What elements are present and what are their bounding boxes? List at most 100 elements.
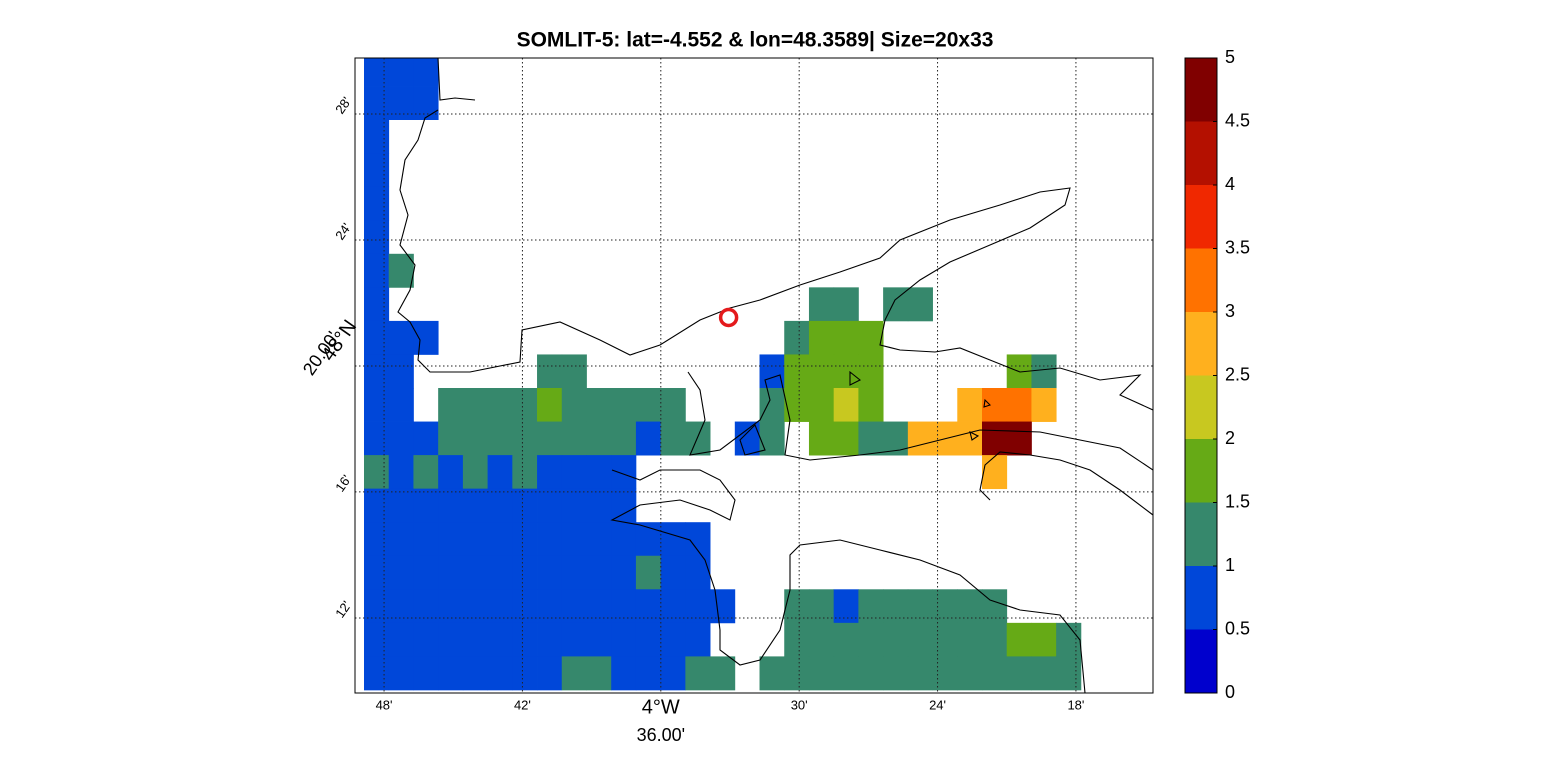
heatmap-cell [858, 354, 884, 389]
heatmap-cell [537, 555, 563, 590]
heatmap-cell [858, 421, 884, 456]
heatmap-cell [388, 253, 414, 288]
heatmap-cell [833, 320, 859, 355]
heatmap-cell [808, 354, 835, 389]
heatmap-cell [413, 455, 439, 490]
heatmap-cell [413, 86, 439, 120]
heatmap-cell [364, 220, 390, 255]
heatmap-cell [388, 320, 414, 355]
heatmap-cell [907, 287, 933, 322]
x-tick-label: 48' [376, 697, 393, 712]
heatmap-cell [685, 421, 711, 456]
heatmap-cell [537, 388, 563, 422]
colorbar-swatch [1185, 439, 1217, 503]
heatmap-cell [512, 555, 538, 590]
heatmap-cell [1056, 656, 1082, 691]
heatmap-cell [487, 555, 513, 590]
x-tick-sublabel: 36.00' [637, 725, 685, 745]
heatmap-cell [364, 421, 390, 456]
heatmap-cell [413, 320, 439, 355]
plot-frame [354, 57, 1154, 694]
heatmap-cell [759, 354, 785, 389]
x-tick-label: 30' [791, 697, 808, 712]
heatmap-cell [982, 421, 1008, 456]
heatmap-cell [364, 555, 390, 590]
heatmap-cell [611, 421, 637, 456]
heatmap-cell [784, 354, 810, 389]
colorbar-swatch [1185, 185, 1217, 249]
heatmap-cell [561, 354, 587, 389]
heatmap-cell [388, 522, 414, 557]
heatmap-cell [1006, 622, 1032, 657]
heatmap-cell [759, 656, 785, 691]
heatmap-cell [784, 320, 810, 355]
heatmap-cell [487, 522, 513, 557]
heatmap-cell [982, 589, 1008, 624]
heatmap-cell [438, 656, 464, 691]
heatmap-cell [858, 622, 884, 657]
heatmap-cell [413, 555, 439, 590]
colorbar-swatch [1185, 312, 1217, 376]
heatmap-cell [413, 58, 439, 87]
heatmap-cell [586, 488, 612, 523]
heatmap-cell [438, 522, 464, 557]
heatmap-cell [388, 86, 414, 120]
grid [355, 58, 1153, 693]
heatmap-cell [438, 455, 464, 490]
heatmap-cell [833, 656, 859, 691]
heatmap-cell [1006, 656, 1032, 691]
heatmap-cell [784, 388, 810, 422]
heatmap-cell [635, 656, 662, 691]
heatmap-cell [660, 522, 686, 557]
heatmap-cell [808, 589, 835, 624]
heatmap-cell [462, 455, 488, 490]
heatmap-cell [907, 421, 933, 456]
colorbar-swatch [1185, 248, 1217, 312]
heatmap-cell [413, 589, 439, 624]
heatmap-cell [561, 388, 587, 422]
heatmap-cell [660, 622, 686, 657]
heatmap-cell [685, 589, 711, 624]
x-tick-label: 42' [514, 697, 531, 712]
heatmap-cell [883, 622, 909, 657]
heatmap-cell [784, 656, 810, 691]
colorbar-tick-label: 3.5 [1225, 237, 1250, 257]
heatmap-cell [635, 421, 662, 456]
heatmap-cell [388, 421, 414, 456]
heatmap-cell [660, 421, 686, 456]
heatmap-cell [364, 58, 390, 87]
heatmap-cell [957, 421, 983, 456]
heatmap-cell [611, 555, 637, 590]
heatmap-cell [388, 589, 414, 624]
heatmap-cell [413, 522, 439, 557]
heatmap-cell [808, 656, 835, 691]
heatmap-cell [364, 622, 390, 657]
heatmap-cell [537, 354, 563, 389]
heatmap-cell [660, 388, 686, 422]
heatmap-cell [957, 656, 983, 691]
heatmap-cell [833, 589, 859, 624]
heatmap-cell [611, 656, 637, 691]
heatmap-cell [462, 522, 488, 557]
heatmap-cell [512, 488, 538, 523]
colorbar-tick-label: 2 [1225, 428, 1235, 448]
heatmap-cell [932, 589, 958, 624]
heatmap-cell [537, 455, 563, 490]
heatmap-cell [586, 388, 612, 422]
heatmap-cell [883, 656, 909, 691]
marks [718, 307, 739, 328]
heatmap-cell [808, 287, 835, 322]
heatmap-cell [512, 622, 538, 657]
heatmap-cell [586, 656, 612, 691]
heatmap-cell [1006, 421, 1032, 456]
heatmap-cell [364, 455, 390, 490]
heatmap-cell [611, 622, 637, 657]
heatmap-cell [660, 656, 686, 691]
heatmap-cell [784, 622, 810, 657]
colorbar-tick-label: 4 [1225, 174, 1235, 194]
chart-title: SOMLIT-5: lat=-4.552 & lon=48.3589| Size… [517, 29, 994, 52]
heatmap-cell [364, 153, 390, 188]
heatmap-cell [833, 388, 859, 422]
heatmap-cell [957, 388, 983, 422]
heatmap-cell [537, 656, 563, 691]
